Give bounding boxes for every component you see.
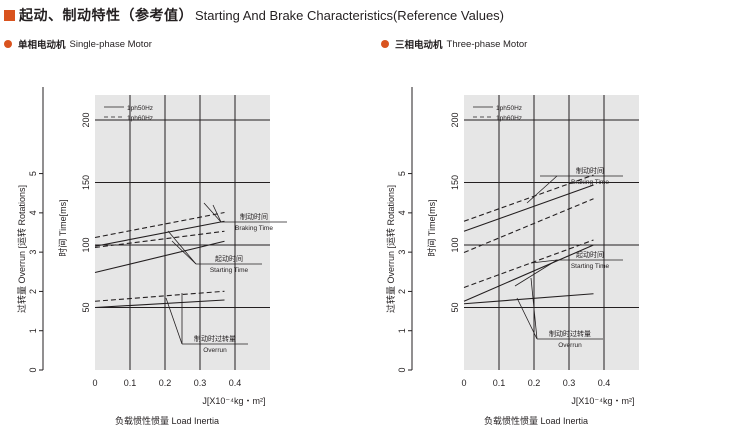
callout-label-zh: 制动时间 xyxy=(240,212,268,221)
series-line-starting-solid xyxy=(463,244,594,302)
callout-leader xyxy=(514,259,558,287)
x-tick-label: 0 xyxy=(461,378,466,388)
callout-leader xyxy=(530,277,538,340)
callout-label-en: Starting Time xyxy=(210,267,249,274)
legend-label: 1ph50Hz xyxy=(496,105,522,112)
callout-label-en: Overrun xyxy=(203,347,227,354)
callout-label-zh: 制动时间 xyxy=(576,166,604,175)
x-axis-title: 负载惯性惯量 Load Inertia xyxy=(115,415,219,426)
series-line-braking-dashed xyxy=(94,211,225,239)
subtitle-zh: 三相电动机 xyxy=(395,40,443,51)
x-tick-label: 0.4 xyxy=(229,378,242,388)
y-time-tick-label: 150 xyxy=(450,175,460,190)
y-time-tick-label: 100 xyxy=(81,237,91,252)
callout-leader xyxy=(516,297,538,340)
page-title-zh: 起动、制动特性（参考值） xyxy=(19,7,193,23)
x-tick-label: 0.3 xyxy=(563,378,576,388)
y-time-axis-title: 时间 Time[ms] xyxy=(57,199,68,256)
y-time-tick-label: 50 xyxy=(450,302,460,312)
subtitle-zh: 单相电动机 xyxy=(18,40,66,51)
series-line-braking-dashed xyxy=(463,174,594,222)
subtitle-en: Single-phase Motor xyxy=(69,38,152,50)
y-overrun-tick-label: 0 xyxy=(397,367,407,372)
y-overrun-tick-label: 3 xyxy=(28,250,38,255)
callout-label-zh: 起动时间 xyxy=(576,250,604,259)
x-tick-label: 0.2 xyxy=(528,378,541,388)
callout-label-en: Starting Time xyxy=(571,263,610,270)
series-line-braking-dashed xyxy=(463,198,594,254)
y-time-tick-label: 150 xyxy=(81,175,91,190)
y-overrun-tick-label: 1 xyxy=(397,328,407,333)
legend-label: 1ph60Hz xyxy=(127,115,153,122)
subtitle-three-phase: 三相电动机 Three-phase Motor xyxy=(381,36,527,52)
series-line-starting-solid xyxy=(94,240,225,274)
y-time-tick-label: 100 xyxy=(450,237,460,252)
chart-single-phase: 0 0.1 0.2 0.3 0.4 50 100 150 200 0 1 2 3 4 5 时间 Time[ms… xyxy=(16,87,287,426)
y-time-tick-label: 200 xyxy=(450,112,460,127)
series-line-braking-solid xyxy=(463,184,594,232)
x-axis-label: J[X10⁻⁴kg・m²] xyxy=(202,396,265,406)
callout-leader xyxy=(165,297,183,345)
plot-area xyxy=(464,95,639,370)
x-tick-label: 0.1 xyxy=(493,378,506,388)
y-overrun-tick-label: 2 xyxy=(397,289,407,294)
callout-leader xyxy=(203,202,222,223)
y-time-axis-title: 时间 Time[ms] xyxy=(426,199,437,256)
callout-label-zh: 起动时间 xyxy=(215,254,243,263)
page-title-en: Starting And Brake Characteristics(Refer… xyxy=(195,7,505,23)
x-tick-label: 0 xyxy=(92,378,97,388)
y-overrun-tick-label: 1 xyxy=(28,328,38,333)
y-overrun-tick-label: 4 xyxy=(28,210,38,215)
x-tick-label: 0.4 xyxy=(598,378,611,388)
y-overrun-axis-title: 过转量 Overrun [运转 Rotations] xyxy=(385,185,396,313)
series-line-overrun-dashed xyxy=(94,290,225,302)
y-time-tick-label: 200 xyxy=(81,112,91,127)
chart-three-phase: 0 0.1 0.2 0.3 0.4 50 100 150 200 0 1 2 3 4 5 时间 Time[ms… xyxy=(385,87,639,426)
series-line-starting-dashed xyxy=(463,239,594,289)
series-line-braking-solid xyxy=(94,220,225,247)
plot-area xyxy=(95,95,270,370)
x-tick-label: 0.2 xyxy=(159,378,172,388)
callout-label-en: Overrun xyxy=(558,342,582,349)
callout-label-en: Braking Time xyxy=(571,179,609,186)
callout-leader xyxy=(171,240,197,265)
y-overrun-tick-label: 0 xyxy=(28,367,38,372)
legend-label: 1ph60Hz xyxy=(496,115,522,122)
legend-label: 1ph50Hz xyxy=(127,105,153,112)
page-header: 起动、制动特性（参考值） Starting And Brake Characte… xyxy=(4,5,504,25)
callout-label-zh: 制动时过转量 xyxy=(549,329,591,338)
series-line-starting-dashed xyxy=(94,230,225,249)
x-tick-label: 0.3 xyxy=(194,378,207,388)
y-overrun-tick-label: 3 xyxy=(397,250,407,255)
x-axis-title: 负载惯性惯量 Load Inertia xyxy=(484,415,588,426)
x-tick-label: 0.1 xyxy=(124,378,137,388)
subtitle-single-phase: 单相电动机 Single-phase Motor xyxy=(4,36,152,52)
series-line-overrun-solid xyxy=(94,299,225,309)
title-square-icon xyxy=(4,9,15,21)
callout-leader xyxy=(530,259,558,264)
series-line-overrun-solid xyxy=(463,293,594,305)
y-overrun-tick-label: 5 xyxy=(397,171,407,176)
subtitle-en: Three-phase Motor xyxy=(446,38,528,50)
callout-leader xyxy=(167,230,197,265)
callout-leader xyxy=(212,204,222,223)
bullet-dot-icon xyxy=(4,40,12,48)
x-axis-label: J[X10⁻⁴kg・m²] xyxy=(571,396,634,406)
y-overrun-tick-label: 2 xyxy=(28,289,38,294)
y-overrun-tick-label: 5 xyxy=(28,171,38,176)
callout-leader xyxy=(526,175,558,204)
y-overrun-axis-title: 过转量 Overrun [运转 Rotations] xyxy=(16,185,27,313)
bullet-dot-icon xyxy=(381,40,389,48)
y-overrun-tick-label: 4 xyxy=(397,210,407,215)
callout-label-en: Braking Time xyxy=(235,225,273,232)
y-time-tick-label: 50 xyxy=(81,302,91,312)
callout-label-zh: 制动时过转量 xyxy=(194,334,236,343)
